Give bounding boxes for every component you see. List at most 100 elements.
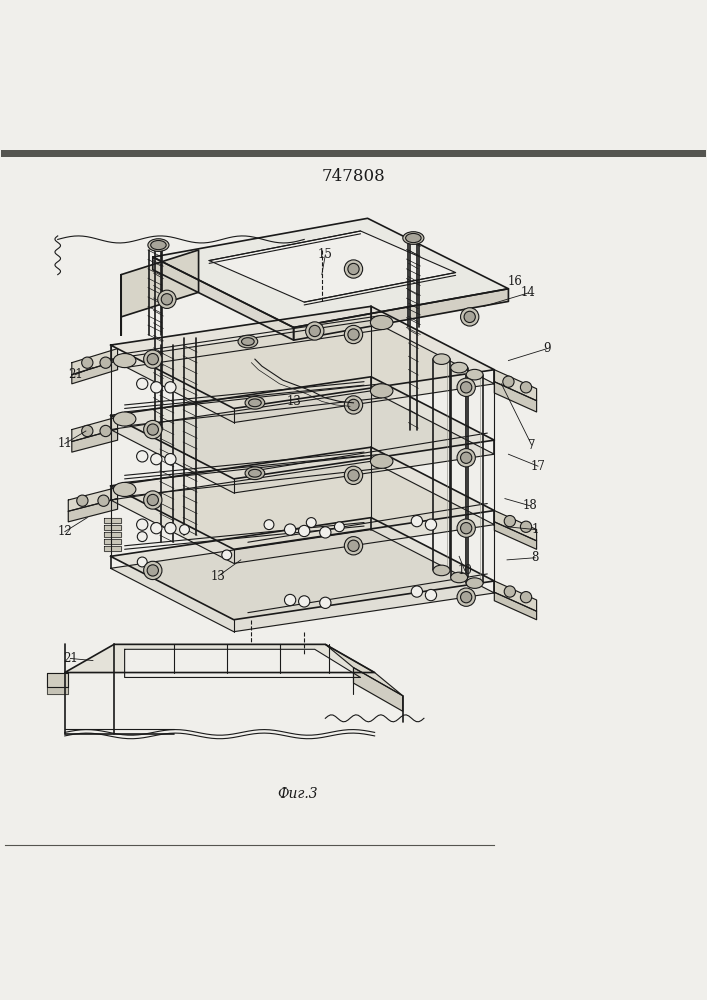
Circle shape bbox=[426, 589, 437, 601]
Circle shape bbox=[344, 466, 363, 485]
Circle shape bbox=[344, 396, 363, 414]
Text: 13: 13 bbox=[286, 395, 301, 408]
Polygon shape bbox=[72, 361, 117, 384]
Circle shape bbox=[147, 424, 158, 435]
Text: 21: 21 bbox=[63, 652, 78, 665]
Circle shape bbox=[349, 541, 358, 551]
Text: 18: 18 bbox=[522, 499, 537, 512]
Ellipse shape bbox=[113, 412, 136, 426]
Text: 12: 12 bbox=[57, 525, 72, 538]
Ellipse shape bbox=[249, 399, 262, 407]
Ellipse shape bbox=[433, 354, 450, 364]
Polygon shape bbox=[494, 592, 537, 620]
Polygon shape bbox=[103, 518, 121, 523]
Circle shape bbox=[411, 586, 423, 597]
Ellipse shape bbox=[403, 232, 424, 244]
Ellipse shape bbox=[148, 239, 169, 251]
Circle shape bbox=[520, 382, 532, 393]
Text: 8: 8 bbox=[532, 551, 539, 564]
Polygon shape bbox=[354, 668, 403, 711]
Ellipse shape bbox=[406, 233, 421, 243]
Polygon shape bbox=[153, 218, 508, 327]
Circle shape bbox=[305, 322, 324, 340]
Ellipse shape bbox=[245, 467, 264, 480]
Circle shape bbox=[460, 308, 479, 326]
Circle shape bbox=[320, 597, 331, 608]
Circle shape bbox=[136, 451, 148, 462]
Ellipse shape bbox=[466, 578, 483, 588]
Text: 10: 10 bbox=[457, 564, 472, 577]
Polygon shape bbox=[72, 417, 117, 442]
Polygon shape bbox=[209, 231, 455, 302]
Circle shape bbox=[165, 454, 176, 465]
Circle shape bbox=[460, 452, 472, 463]
Ellipse shape bbox=[370, 315, 393, 330]
Circle shape bbox=[520, 592, 532, 603]
Circle shape bbox=[344, 325, 363, 344]
Polygon shape bbox=[110, 306, 494, 408]
Ellipse shape bbox=[450, 572, 467, 583]
Polygon shape bbox=[110, 461, 494, 563]
Circle shape bbox=[344, 537, 363, 555]
Circle shape bbox=[411, 515, 423, 527]
Circle shape bbox=[334, 522, 344, 532]
Circle shape bbox=[457, 588, 475, 606]
Circle shape bbox=[344, 260, 363, 278]
Text: 7: 7 bbox=[528, 439, 535, 452]
Polygon shape bbox=[69, 499, 117, 522]
Circle shape bbox=[77, 495, 88, 506]
Polygon shape bbox=[110, 447, 494, 549]
Text: Фиг.3: Фиг.3 bbox=[277, 787, 317, 801]
Circle shape bbox=[348, 399, 359, 411]
Text: 16: 16 bbox=[508, 275, 523, 288]
Polygon shape bbox=[110, 320, 494, 423]
Circle shape bbox=[137, 557, 147, 567]
Circle shape bbox=[158, 290, 176, 308]
Circle shape bbox=[151, 523, 162, 534]
Ellipse shape bbox=[113, 354, 136, 368]
Polygon shape bbox=[65, 644, 375, 673]
Ellipse shape bbox=[249, 469, 262, 477]
Polygon shape bbox=[325, 644, 403, 696]
Polygon shape bbox=[124, 649, 361, 677]
Ellipse shape bbox=[466, 369, 483, 380]
Polygon shape bbox=[494, 581, 537, 611]
Circle shape bbox=[284, 524, 296, 535]
Polygon shape bbox=[121, 250, 199, 317]
Circle shape bbox=[503, 376, 514, 387]
Circle shape bbox=[161, 294, 173, 305]
Circle shape bbox=[137, 532, 147, 542]
Circle shape bbox=[309, 325, 320, 337]
Circle shape bbox=[520, 521, 532, 532]
Text: 15: 15 bbox=[318, 248, 333, 261]
Circle shape bbox=[264, 520, 274, 530]
Polygon shape bbox=[494, 511, 537, 541]
Ellipse shape bbox=[151, 240, 166, 250]
Ellipse shape bbox=[370, 384, 393, 398]
Circle shape bbox=[222, 550, 232, 560]
Circle shape bbox=[284, 594, 296, 606]
Circle shape bbox=[136, 519, 148, 530]
Polygon shape bbox=[110, 518, 494, 620]
Circle shape bbox=[348, 263, 359, 275]
Polygon shape bbox=[110, 530, 494, 632]
Polygon shape bbox=[103, 525, 121, 530]
Text: 9: 9 bbox=[544, 342, 551, 355]
Circle shape bbox=[457, 378, 475, 396]
Circle shape bbox=[100, 425, 111, 437]
Circle shape bbox=[151, 454, 162, 465]
Circle shape bbox=[460, 523, 472, 534]
Polygon shape bbox=[110, 391, 494, 493]
Text: 14: 14 bbox=[521, 286, 536, 299]
Polygon shape bbox=[153, 257, 293, 340]
Ellipse shape bbox=[433, 565, 450, 576]
Circle shape bbox=[298, 596, 310, 607]
Ellipse shape bbox=[242, 338, 255, 345]
Polygon shape bbox=[103, 532, 121, 537]
Polygon shape bbox=[110, 377, 494, 479]
Circle shape bbox=[147, 354, 158, 365]
Circle shape bbox=[147, 565, 158, 576]
Bar bbox=[1, 150, 706, 157]
Circle shape bbox=[82, 425, 93, 437]
Circle shape bbox=[298, 525, 310, 537]
